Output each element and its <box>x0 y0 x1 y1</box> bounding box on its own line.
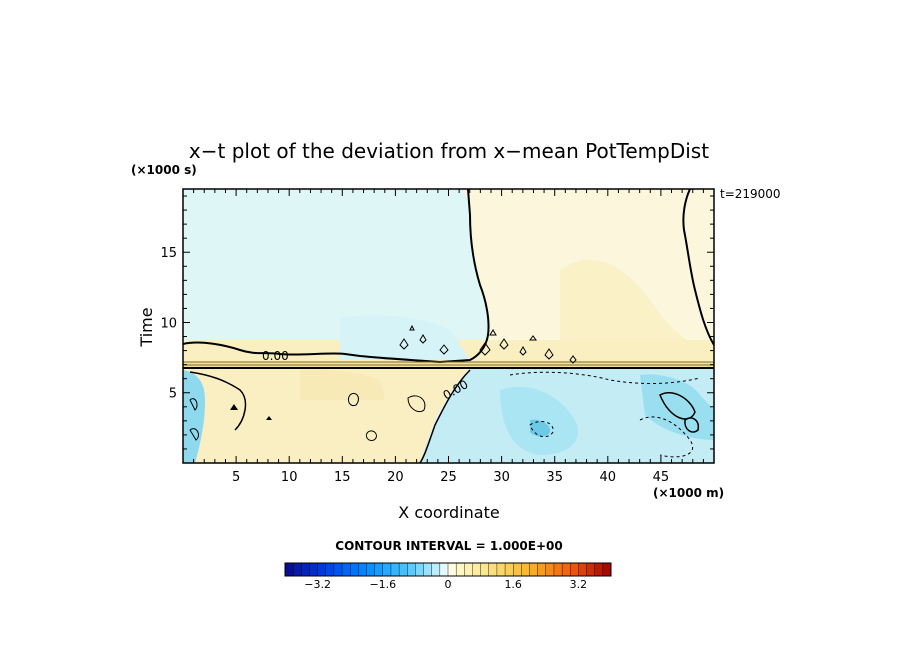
colorbar-cell <box>358 562 368 577</box>
contour-small-4 <box>659 391 696 420</box>
x-tick-label: 35 <box>546 470 563 485</box>
colorbar-cell <box>415 562 425 577</box>
colorbar-tick-label: 1.6 <box>504 578 522 591</box>
zero-contour-right-loop <box>419 369 471 463</box>
contour-layer <box>183 189 714 463</box>
x-tick-label: 10 <box>281 470 298 485</box>
y-unit-label: (×1000 s) <box>131 163 197 177</box>
colorbar-cell <box>488 562 498 577</box>
contour-small-7 <box>189 428 199 441</box>
colorbar-frame <box>284 562 612 577</box>
colorbar-cell <box>317 562 327 577</box>
contour-small-1 <box>347 392 359 407</box>
x-tick-label: 30 <box>493 470 510 485</box>
region-right-center-bulge <box>560 260 714 358</box>
contour-dashed-2 <box>529 421 554 438</box>
colorbar-tick-label: 0 <box>445 578 452 591</box>
colorbar-cell <box>464 562 473 577</box>
colorbar-cell <box>382 562 392 577</box>
y-tick-label: 5 <box>169 387 177 402</box>
colorbar-cell <box>545 562 555 577</box>
x-tick-label: 45 <box>653 470 670 485</box>
x-axis-label: X coordinate <box>398 503 499 522</box>
colorbar-cell <box>366 562 376 577</box>
contour-small-6 <box>189 398 198 411</box>
y-ticks: 5 10 15 <box>160 195 714 450</box>
colorbar-cell <box>594 562 604 577</box>
colorbar <box>284 562 612 577</box>
x-ticks: 5 10 15 20 25 30 35 40 45 <box>193 189 704 485</box>
colorbar-cell <box>325 562 335 577</box>
blue-patch-left <box>183 370 205 463</box>
colorbar-cell <box>602 562 612 577</box>
colorbar-cell <box>472 562 482 577</box>
contour-small-2 <box>365 430 377 441</box>
contour-small-5 <box>684 417 700 433</box>
contour-dashed-1 <box>509 371 701 384</box>
colorbar-tick-label: −1.6 <box>369 578 396 591</box>
colorbar-cell <box>537 562 547 577</box>
contour-small-3 <box>407 395 426 413</box>
x-tick-label: 20 <box>387 470 404 485</box>
colorbar-cell <box>284 562 294 577</box>
colorbar-cell <box>504 562 514 577</box>
contour-dashed-3 <box>639 416 693 458</box>
colorbar-cell <box>439 562 449 577</box>
colorbar-cell <box>513 562 522 577</box>
colorbar-cell <box>586 562 596 577</box>
marker-triangle-1 <box>230 404 238 410</box>
x-unit-label: (×1000 m) <box>653 486 724 500</box>
y-tick-label: 15 <box>160 246 177 261</box>
contour-label-upper: 0.00 <box>262 349 289 363</box>
y-axis-label: Time <box>137 307 156 347</box>
colorbar-cell <box>553 562 563 577</box>
region-lower-left <box>183 368 470 463</box>
colorbar-cell <box>398 562 408 577</box>
x-tick-label: 5 <box>232 470 240 485</box>
colorbar-cell <box>350 562 359 577</box>
yellow-patch-centre <box>300 369 385 400</box>
contour-interval-text: CONTOUR INTERVAL = 1.000E+00 <box>335 539 562 553</box>
y-tick-label: 10 <box>160 316 177 331</box>
colorbar-cell <box>423 562 433 577</box>
noisy-contour-cluster <box>399 324 577 364</box>
colorbar-tick-label: −3.2 <box>304 578 331 591</box>
x-tick-label: 15 <box>334 470 351 485</box>
field-layer <box>183 189 714 463</box>
colorbar-cell <box>292 562 302 577</box>
x-tick-label: 40 <box>600 470 617 485</box>
dark-blue-spot <box>530 419 551 437</box>
colorbar-cell <box>496 562 506 577</box>
time-stamp: t=219000 <box>720 187 781 201</box>
colorbar-cell <box>333 562 343 577</box>
zero-contour-left-loop <box>189 371 247 431</box>
colorbar-ticks: −3.2 −1.6 0 1.6 3.2 <box>304 578 587 591</box>
colorbar-cell <box>455 562 465 577</box>
colorbar-cell <box>309 562 319 577</box>
marker-triangle-2 <box>266 416 272 420</box>
colorbar-cell <box>561 562 571 577</box>
zero-contour-upper <box>183 189 490 364</box>
colorbar-cell <box>570 562 579 577</box>
blue-patch-far-right <box>640 374 714 440</box>
colorbar-cell <box>407 562 416 577</box>
colorbar-cell <box>578 562 588 577</box>
blue-patch-centre <box>340 315 470 360</box>
colorbar-cell <box>447 562 457 577</box>
colorbar-cell <box>301 562 310 577</box>
colorbar-cell <box>390 562 400 577</box>
zero-contour-right <box>682 189 714 346</box>
colorbar-cell <box>431 562 441 577</box>
colorbar-cell <box>341 562 351 577</box>
colorbar-cell <box>521 562 530 577</box>
x-tick-label: 25 <box>440 470 457 485</box>
colorbar-cell <box>529 562 539 577</box>
colorbar-cell <box>480 562 490 577</box>
colorbar-cell <box>374 562 384 577</box>
chart-title: x−t plot of the deviation from x−mean Po… <box>189 139 709 163</box>
colorbar-tick-label: 3.2 <box>570 578 588 591</box>
